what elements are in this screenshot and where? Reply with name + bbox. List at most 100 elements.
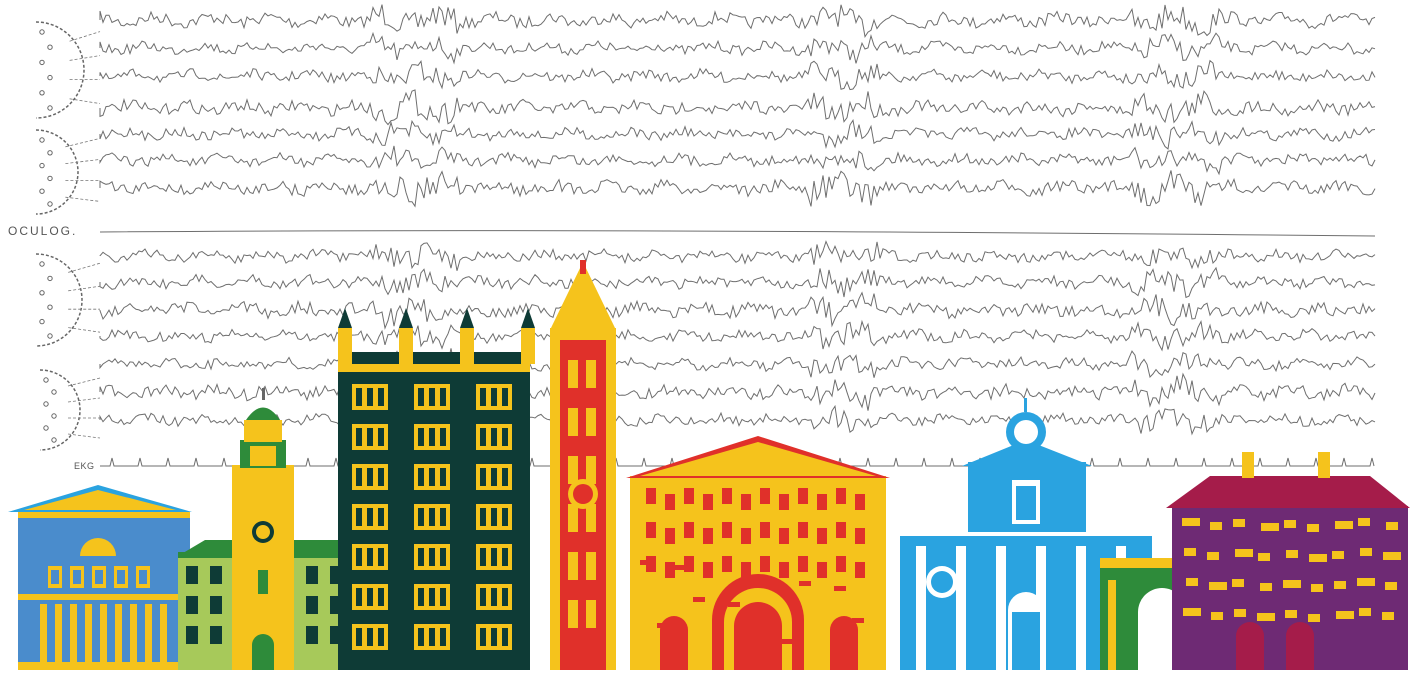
arcade — [836, 522, 846, 538]
window-slit — [440, 388, 446, 406]
arcade — [779, 562, 789, 578]
column — [40, 604, 47, 662]
window-slit — [367, 508, 373, 526]
column — [70, 604, 77, 662]
cross — [262, 388, 265, 400]
pilaster — [996, 546, 1006, 670]
brick-window — [1183, 608, 1201, 616]
electrode-lead — [68, 262, 101, 273]
window-slit — [418, 428, 424, 446]
brick-window — [1307, 524, 1319, 532]
eeg-trace — [99, 4, 1376, 39]
electrode-dot — [47, 275, 53, 282]
head-outline — [35, 129, 79, 215]
brick-window — [1386, 522, 1398, 530]
column — [1108, 580, 1116, 670]
window-slit — [378, 508, 384, 526]
pilaster — [1076, 546, 1086, 670]
eeg-trace — [99, 404, 1376, 436]
eeg-trace — [99, 240, 1376, 271]
dome — [246, 407, 280, 420]
window-slit — [367, 388, 373, 406]
window-slit — [418, 548, 424, 566]
tower-slit — [586, 456, 596, 484]
window-slit — [440, 548, 446, 566]
brick-window — [1360, 548, 1372, 556]
pinnacle-tip — [521, 308, 535, 328]
door — [1012, 612, 1040, 670]
brick-window — [1232, 579, 1244, 587]
eeg-trace — [99, 291, 1376, 330]
arcade — [817, 562, 827, 578]
electrode-dot — [39, 290, 45, 296]
pinnacle-tip — [460, 308, 474, 328]
eeg-trace — [99, 319, 1376, 352]
electrode-dot — [39, 29, 45, 35]
arcade — [684, 556, 694, 572]
column — [85, 604, 92, 662]
dome-oculus — [1014, 420, 1038, 444]
column — [100, 604, 107, 662]
window-slit — [367, 428, 373, 446]
head-outline — [35, 253, 83, 347]
window-pane — [51, 570, 59, 584]
brick-window — [1311, 584, 1323, 592]
eeg-trace — [99, 372, 1376, 411]
window-slit — [480, 508, 486, 526]
parapet — [338, 364, 530, 372]
arcade — [722, 522, 732, 538]
arcade — [817, 494, 827, 510]
window-slit — [418, 468, 424, 486]
window-slit — [480, 388, 486, 406]
window-slit — [429, 468, 435, 486]
window — [306, 626, 318, 644]
window-slit — [440, 588, 446, 606]
door — [252, 634, 274, 670]
pinnacle — [521, 328, 535, 364]
window-slit — [429, 588, 435, 606]
eeg-trace — [99, 89, 1376, 126]
brick-window — [1260, 583, 1272, 591]
arcade — [798, 556, 808, 572]
window-slit — [440, 628, 446, 646]
brick-window — [1235, 549, 1253, 557]
cornice — [178, 552, 490, 558]
window-slit — [480, 628, 486, 646]
brick-window — [1335, 521, 1353, 529]
window-slit — [418, 588, 424, 606]
rose-window-center — [573, 484, 593, 504]
electrode-dot — [47, 175, 53, 182]
brick-window — [1336, 611, 1354, 619]
window-slit — [480, 548, 486, 566]
window-slit — [356, 588, 362, 606]
arcade — [760, 522, 770, 538]
electrode-dot — [39, 188, 45, 194]
brick-accent — [852, 618, 864, 623]
brick-accent — [693, 597, 705, 602]
arcade — [665, 528, 675, 544]
electrode-dot — [39, 162, 45, 169]
electrode-lead — [65, 159, 101, 164]
window-slit — [429, 548, 435, 566]
window — [186, 596, 198, 614]
brick-accent — [640, 560, 652, 565]
arcade — [703, 494, 713, 510]
side-door — [660, 616, 688, 670]
window-slit — [356, 548, 362, 566]
arcade — [646, 522, 656, 538]
eeg-trace — [99, 118, 1376, 150]
brick-window — [1332, 551, 1344, 559]
brick-window — [1184, 548, 1196, 556]
tower-slit — [568, 456, 578, 484]
base — [18, 662, 190, 670]
lantern — [244, 420, 282, 442]
window-slit — [502, 468, 508, 486]
electrode-lead — [65, 196, 101, 202]
window-slit — [480, 468, 486, 486]
brick-accent — [657, 623, 669, 628]
electrode-dot — [51, 389, 57, 395]
electrode-dot — [39, 90, 45, 96]
chimney — [1318, 452, 1330, 478]
brick-window — [1308, 614, 1320, 622]
